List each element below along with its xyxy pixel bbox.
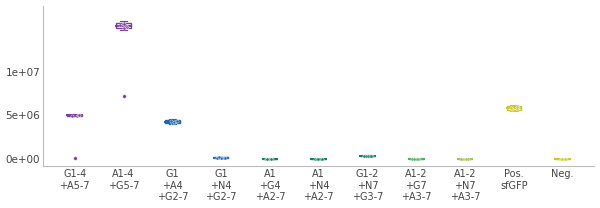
Point	[412, 157, 422, 161]
Point	[508, 107, 517, 110]
Point	[557, 158, 566, 161]
Point	[366, 154, 376, 157]
Point	[267, 157, 277, 161]
Point	[506, 106, 515, 109]
Point	[361, 154, 370, 158]
Point	[556, 158, 565, 161]
Point	[458, 158, 468, 161]
Point	[310, 158, 319, 161]
Point	[167, 119, 176, 123]
Point	[266, 157, 276, 161]
Point	[171, 120, 181, 123]
Point	[213, 156, 223, 159]
Point	[415, 158, 424, 161]
Point	[413, 158, 422, 161]
Point	[359, 154, 368, 157]
Point	[361, 155, 370, 158]
Point	[172, 119, 181, 122]
Point	[121, 23, 130, 27]
Point	[317, 158, 327, 161]
Point	[506, 106, 516, 110]
Point	[461, 158, 470, 161]
Bar	[214, 157, 229, 158]
Point	[459, 158, 469, 161]
Point	[214, 156, 224, 159]
Point	[317, 157, 327, 161]
Point	[313, 157, 322, 161]
Point	[363, 154, 373, 158]
Point	[410, 158, 419, 161]
Point	[367, 155, 376, 158]
Point	[263, 157, 272, 161]
Point	[512, 105, 522, 109]
Point	[317, 157, 326, 161]
Bar	[506, 106, 521, 110]
Point	[122, 25, 132, 28]
Bar	[67, 115, 82, 116]
Point	[119, 22, 128, 25]
Point	[118, 23, 127, 26]
Point	[74, 114, 83, 117]
Bar	[165, 120, 180, 123]
Point	[119, 94, 128, 98]
Point	[74, 113, 84, 117]
Point	[115, 24, 124, 27]
Point	[70, 157, 80, 160]
Point	[122, 26, 132, 29]
Point	[362, 155, 372, 158]
Point	[212, 156, 222, 159]
Point	[409, 157, 419, 161]
Point	[561, 158, 571, 161]
Point	[218, 156, 227, 159]
Point	[508, 108, 517, 111]
Point	[266, 157, 275, 161]
Point	[212, 156, 222, 159]
Point	[73, 114, 82, 118]
Point	[407, 158, 417, 161]
Point	[170, 121, 180, 124]
Point	[458, 158, 468, 161]
Point	[312, 158, 322, 161]
Point	[463, 158, 472, 161]
Point	[457, 157, 466, 161]
Point	[262, 157, 272, 161]
Point	[261, 157, 271, 161]
Point	[559, 158, 569, 161]
Point	[119, 26, 129, 30]
Point	[512, 107, 521, 111]
Point	[560, 158, 569, 161]
Point	[68, 114, 77, 117]
Point	[216, 156, 226, 159]
Point	[73, 114, 82, 117]
Point	[560, 157, 569, 161]
Point	[261, 157, 271, 161]
Point	[170, 120, 179, 124]
Point	[167, 121, 176, 124]
Point	[312, 157, 322, 161]
Point	[557, 157, 566, 161]
Point	[122, 24, 131, 28]
Point	[457, 157, 466, 161]
Point	[512, 105, 522, 108]
Point	[220, 156, 230, 159]
Point	[411, 158, 421, 161]
Point	[463, 158, 473, 161]
Point	[560, 158, 570, 161]
Point	[219, 156, 229, 159]
Point	[513, 106, 523, 109]
Point	[412, 158, 421, 161]
Point	[314, 157, 323, 161]
Bar	[116, 23, 131, 28]
Point	[359, 155, 369, 158]
Point	[262, 157, 271, 161]
